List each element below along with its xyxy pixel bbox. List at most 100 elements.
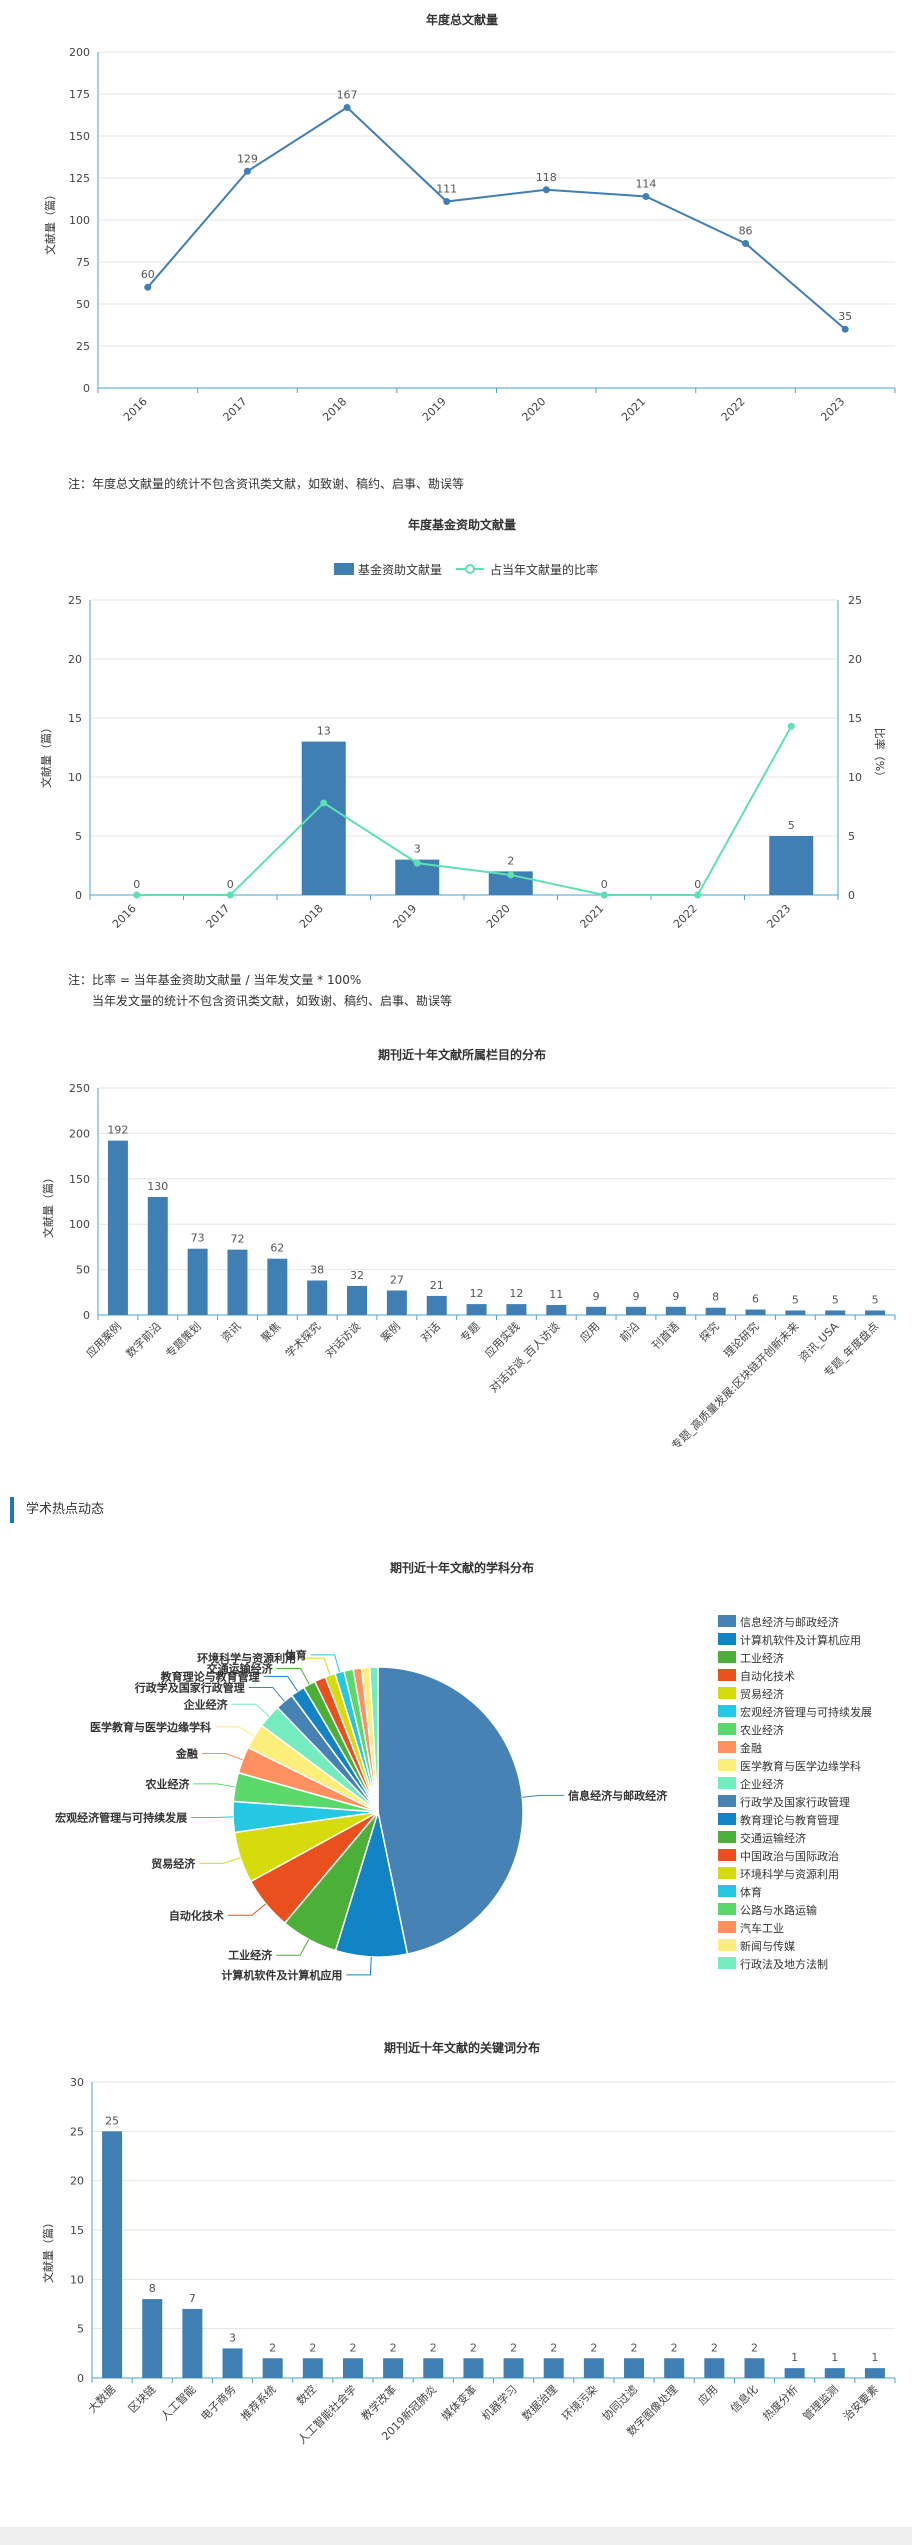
pie-legend-label: 贸易经济 bbox=[740, 1687, 784, 1701]
annual-data-label: 118 bbox=[536, 171, 557, 184]
column-y-tick-label: 50 bbox=[76, 1264, 90, 1277]
pie-callout-label: 教育理论与教育管理 bbox=[160, 1669, 260, 1683]
column-bar bbox=[386, 1290, 407, 1315]
column-bar-label: 32 bbox=[350, 1269, 364, 1282]
fund-y2-tick-label: 20 bbox=[848, 653, 862, 666]
keyword-bar-label: 2 bbox=[349, 2341, 356, 2354]
legend-bar-swatch[interactable] bbox=[334, 563, 354, 575]
fund-x-tick-label: 2023 bbox=[764, 902, 793, 931]
keyword-y-tick-label: 15 bbox=[70, 2224, 84, 2237]
keyword-bar-label: 3 bbox=[229, 2331, 236, 2344]
pie-legend-swatch bbox=[718, 1615, 736, 1627]
pie-legend-label: 汽车工业 bbox=[740, 1921, 784, 1935]
keyword-x-tick-label: 信息化 bbox=[727, 2382, 760, 2415]
column-bar-label: 12 bbox=[509, 1287, 523, 1300]
keyword-bar-label: 2 bbox=[390, 2341, 397, 2354]
column-bar-label: 8 bbox=[712, 1291, 719, 1304]
keyword-x-tick-label: 应用 bbox=[695, 2382, 720, 2407]
keyword-bar-label: 2 bbox=[470, 2341, 477, 2354]
fund-ratio-point bbox=[413, 859, 421, 867]
column-chart-title: 期刊近十年文献所属栏目的分布 bbox=[378, 1047, 546, 1062]
pie-callout-line bbox=[263, 1675, 299, 1692]
column-y-tick-label: 150 bbox=[69, 1173, 90, 1186]
pie-legend-label: 行政法及地方法制 bbox=[740, 1957, 828, 1971]
column-x-tick-label: 专题 bbox=[457, 1319, 482, 1344]
fund-bar-label: 0 bbox=[133, 878, 140, 891]
annual-data-label: 111 bbox=[436, 183, 457, 196]
fund-y2-axis-label: 比率（%） bbox=[873, 728, 887, 782]
pie-legend-swatch bbox=[718, 1831, 736, 1843]
pie-legend-swatch bbox=[718, 1849, 736, 1861]
keyword-bar bbox=[342, 2358, 363, 2378]
keyword-x-tick-label: 媒体变革 bbox=[439, 2382, 480, 2423]
legend-bar-label[interactable]: 基金资助文献量 bbox=[358, 562, 442, 577]
keyword-bar-chart: 期刊近十年文献的关键词分布 文献量（篇） 0 5 10 15 20 25 30 25 8 7 3 2 2… bbox=[41, 2040, 896, 2447]
annual-y-axis-label: 文献量（篇） bbox=[43, 189, 57, 255]
annual-data-point bbox=[443, 198, 451, 206]
column-y-axis-label: 文献量（篇） bbox=[41, 1172, 55, 1238]
column-bar-label: 72 bbox=[230, 1233, 244, 1246]
page-footer-bar bbox=[0, 2527, 912, 2545]
pie-legend-label: 工业经济 bbox=[740, 1651, 784, 1665]
keyword-x-tick-label: 数控 bbox=[293, 2382, 318, 2407]
pie-legend-label: 医学教育与医学边缘学科 bbox=[740, 1759, 861, 1773]
column-y-tick-label: 100 bbox=[69, 1218, 90, 1231]
keyword-bar bbox=[302, 2358, 323, 2378]
keyword-y-tick-label: 0 bbox=[77, 2372, 84, 2385]
fund-bar bbox=[769, 836, 814, 895]
annual-data-point bbox=[343, 103, 351, 111]
fund-bar-label: 3 bbox=[414, 843, 421, 856]
column-bar-label: 6 bbox=[752, 1293, 759, 1306]
keyword-bar bbox=[222, 2348, 243, 2378]
fund-ratio-point bbox=[320, 799, 328, 807]
keyword-bar bbox=[784, 2368, 805, 2378]
fund-x-tick-label: 2021 bbox=[577, 902, 606, 931]
pie-callout-label: 体育 bbox=[285, 1648, 307, 1662]
legend-line-label[interactable]: 占当年文献量的比率 bbox=[490, 562, 598, 577]
column-bar bbox=[865, 1310, 886, 1315]
column-bar-label: 12 bbox=[470, 1287, 484, 1300]
column-y-tick-label: 200 bbox=[69, 1127, 90, 1140]
pie-legend-swatch bbox=[718, 1921, 736, 1933]
pie-legend-swatch bbox=[718, 1633, 736, 1645]
column-bar bbox=[745, 1309, 766, 1315]
fund-y2-tick-label: 15 bbox=[848, 712, 862, 725]
annual-x-tick-label: 2022 bbox=[719, 395, 748, 424]
column-bar bbox=[187, 1248, 208, 1315]
keyword-bar-label: 2 bbox=[510, 2341, 517, 2354]
pie-callout-label: 宏观经济管理与可持续发展 bbox=[55, 1811, 188, 1825]
pie-callout-line bbox=[248, 1687, 285, 1702]
column-bar bbox=[705, 1307, 726, 1315]
keyword-bar-label: 8 bbox=[149, 2282, 156, 2295]
keyword-x-tick-label: 教学改革 bbox=[358, 2382, 399, 2423]
fund-y2-tick-label: 25 bbox=[848, 594, 862, 607]
column-bar bbox=[227, 1249, 248, 1315]
annual-note: 注：年度总文献量的统计不包含资讯类文献，如致谢、稿约、启事、勘误等 bbox=[68, 477, 465, 491]
keyword-bar-label: 1 bbox=[871, 2351, 878, 2364]
section-header-hotspot: 学术热点动态 bbox=[10, 1497, 104, 1523]
column-x-tick-label: 对话访谈 bbox=[322, 1319, 363, 1360]
annual-y-tick-label: 0 bbox=[83, 382, 90, 395]
annual-y-tick-label: 50 bbox=[76, 298, 90, 311]
keyword-bar bbox=[423, 2358, 444, 2378]
pie-legend-label: 公路与水路运输 bbox=[740, 1903, 817, 1917]
pie-legend-label: 行政学及国家行政管理 bbox=[740, 1795, 850, 1809]
pie-callout-label: 自动化技术 bbox=[169, 1908, 224, 1922]
pie-callout-label: 贸易经济 bbox=[151, 1856, 196, 1870]
fund-bar-label: 0 bbox=[227, 878, 234, 891]
column-bar-label: 27 bbox=[390, 1273, 404, 1286]
column-x-tick-label: 对话 bbox=[417, 1319, 442, 1344]
pie-legend-swatch bbox=[718, 1759, 736, 1771]
fund-bar-label: 5 bbox=[788, 819, 795, 832]
keyword-bar-label: 7 bbox=[189, 2292, 196, 2305]
keyword-y-tick-label: 25 bbox=[70, 2125, 84, 2138]
keyword-bar bbox=[102, 2131, 123, 2378]
keyword-bar bbox=[463, 2358, 484, 2378]
keyword-bar-label: 2 bbox=[309, 2341, 316, 2354]
legend-line-marker bbox=[465, 564, 475, 574]
column-x-tick-label: 应用实践 bbox=[482, 1319, 523, 1360]
pie-callout-label: 计算机软件及计算机应用 bbox=[221, 1968, 342, 1982]
column-bar-label: 9 bbox=[593, 1290, 600, 1303]
column-bar bbox=[466, 1304, 487, 1315]
keyword-bar-label: 1 bbox=[831, 2351, 838, 2364]
